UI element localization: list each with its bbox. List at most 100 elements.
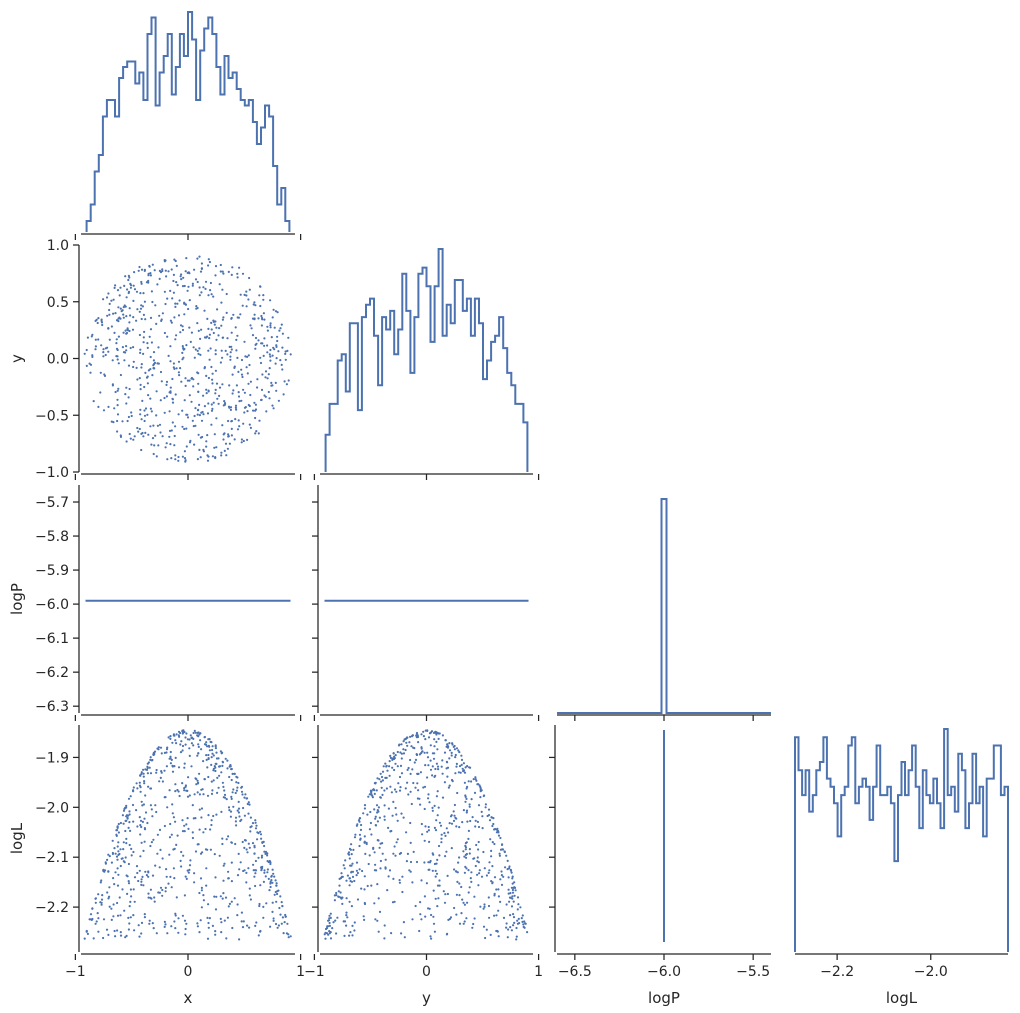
scatter-point xyxy=(384,762,387,765)
scatter-point xyxy=(116,884,120,887)
scatter-point xyxy=(154,804,157,807)
scatter-point xyxy=(384,858,387,861)
axis-logP-left-tick-label: −6.0 xyxy=(35,597,69,613)
scatter-point xyxy=(353,921,356,924)
scatter-point xyxy=(399,764,403,768)
scatter-point xyxy=(417,789,420,792)
hist-x xyxy=(85,11,291,232)
scatter-point xyxy=(189,439,192,442)
scatter-point xyxy=(247,812,250,815)
scatter-point xyxy=(143,419,146,423)
scatter-point xyxy=(135,809,138,812)
scatter-point xyxy=(388,765,391,768)
scatter-point xyxy=(105,296,109,299)
scatter-point xyxy=(337,890,340,893)
scatter-point xyxy=(152,351,156,354)
scatter-point xyxy=(462,850,465,853)
scatter-point xyxy=(103,373,106,376)
scatter-point xyxy=(213,446,216,449)
scatter-point xyxy=(106,858,109,862)
scatter-point xyxy=(351,870,355,873)
scatter-point xyxy=(125,332,128,335)
scatter-point xyxy=(410,735,414,738)
scatter-point xyxy=(208,260,211,264)
scatter-point xyxy=(405,741,408,744)
scatter-point xyxy=(350,880,354,883)
scatter-point xyxy=(176,834,179,837)
scatter-point xyxy=(149,844,152,848)
scatter-point xyxy=(92,400,95,403)
scatter-point xyxy=(515,935,518,938)
scatter-point xyxy=(464,794,467,797)
scatter-point xyxy=(230,778,233,782)
scatter-point xyxy=(237,395,241,398)
scatter-point xyxy=(500,883,504,887)
scatter-point xyxy=(507,888,510,891)
scatter-point xyxy=(284,358,287,361)
scatter-point xyxy=(397,782,400,785)
scatter-point xyxy=(381,852,384,855)
hist-logL-group xyxy=(794,728,1009,952)
scatter-point xyxy=(115,834,118,838)
scatter-point xyxy=(138,333,141,337)
scatter-point xyxy=(444,834,447,838)
scatter-point xyxy=(223,919,226,922)
scatter-point xyxy=(387,875,390,878)
scatter-point xyxy=(485,874,488,877)
scatter-point xyxy=(143,269,146,272)
scatter-point xyxy=(172,291,175,294)
scatter-point xyxy=(177,766,181,769)
scatter-point xyxy=(99,371,102,374)
scatter-point xyxy=(241,375,244,379)
axis-logP-left-tick-label: −6.3 xyxy=(35,699,69,715)
scatter-point xyxy=(216,397,219,400)
scatter-point xyxy=(338,877,341,881)
scatter-point xyxy=(209,848,212,851)
scatter-point xyxy=(476,820,479,824)
scatter-point xyxy=(491,865,494,868)
scatter-point xyxy=(499,878,502,881)
scatter-point xyxy=(115,338,118,341)
scatter-point xyxy=(142,313,145,316)
scatter-point xyxy=(415,733,418,736)
scatter-point xyxy=(144,768,147,771)
scatter-point xyxy=(351,934,354,937)
scatter-point xyxy=(140,363,143,366)
scatter-point xyxy=(112,421,115,424)
scatter-point xyxy=(121,857,124,860)
scatter-point xyxy=(328,921,331,925)
axis-logP-bottom-tick-label: −6.0 xyxy=(647,964,681,980)
scatter-point xyxy=(356,871,359,875)
scatter-point xyxy=(400,752,403,755)
scatter-point xyxy=(184,875,187,878)
scatter-point xyxy=(143,827,146,830)
scatter-point xyxy=(213,895,216,898)
scatter-point xyxy=(170,833,173,836)
scatter-point xyxy=(488,916,491,919)
scatter-point xyxy=(407,793,410,796)
scatter-point xyxy=(155,390,158,393)
scatter-point xyxy=(461,898,464,901)
scatter-point xyxy=(190,765,193,768)
scatter-point xyxy=(465,917,468,920)
scatter-point xyxy=(196,349,199,352)
scatter-point xyxy=(465,797,468,801)
scatter-point xyxy=(272,872,275,875)
scatter-point xyxy=(429,744,432,747)
scatter-point xyxy=(198,808,201,811)
scatter-point xyxy=(339,891,342,894)
scatter-point xyxy=(185,823,188,826)
scatter-point xyxy=(170,886,173,889)
scatter-point xyxy=(184,460,187,463)
scatter-point xyxy=(353,929,356,932)
scatter-point xyxy=(242,388,245,391)
scatter-point xyxy=(155,322,158,325)
scatter-point xyxy=(427,764,430,767)
scatter-point xyxy=(83,352,86,355)
scatter-point xyxy=(145,874,148,877)
scatter-point xyxy=(167,736,170,739)
scatter-point xyxy=(143,409,146,412)
scatter-point xyxy=(89,371,92,374)
scatter-point xyxy=(207,757,210,761)
scatter-point xyxy=(228,345,231,348)
